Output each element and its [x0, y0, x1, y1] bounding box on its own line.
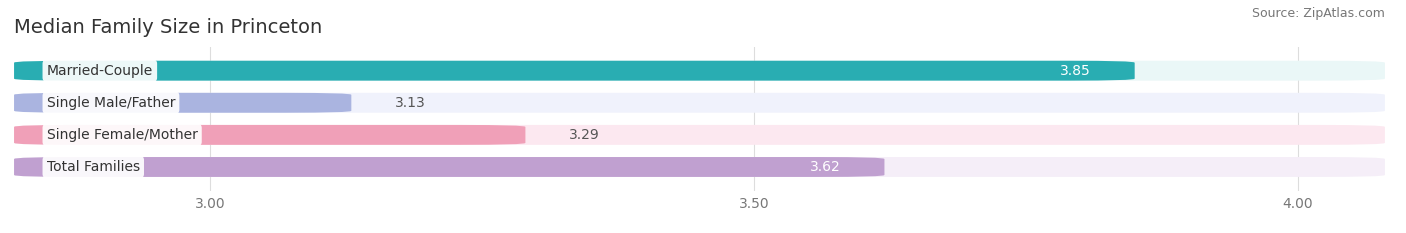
FancyBboxPatch shape [14, 93, 1385, 113]
Text: 3.62: 3.62 [810, 160, 841, 174]
Text: 3.13: 3.13 [395, 96, 426, 110]
FancyBboxPatch shape [14, 61, 1385, 81]
FancyBboxPatch shape [14, 125, 1385, 145]
Text: Total Families: Total Families [46, 160, 139, 174]
Text: Source: ZipAtlas.com: Source: ZipAtlas.com [1251, 7, 1385, 20]
FancyBboxPatch shape [14, 125, 526, 145]
Text: Single Female/Mother: Single Female/Mother [46, 128, 198, 142]
Text: Median Family Size in Princeton: Median Family Size in Princeton [14, 18, 322, 37]
FancyBboxPatch shape [14, 61, 1135, 81]
FancyBboxPatch shape [14, 157, 884, 177]
Text: 3.85: 3.85 [1060, 64, 1091, 78]
Text: 3.29: 3.29 [569, 128, 600, 142]
FancyBboxPatch shape [14, 93, 352, 113]
Text: Single Male/Father: Single Male/Father [46, 96, 176, 110]
Text: Married-Couple: Married-Couple [46, 64, 153, 78]
FancyBboxPatch shape [14, 157, 1385, 177]
